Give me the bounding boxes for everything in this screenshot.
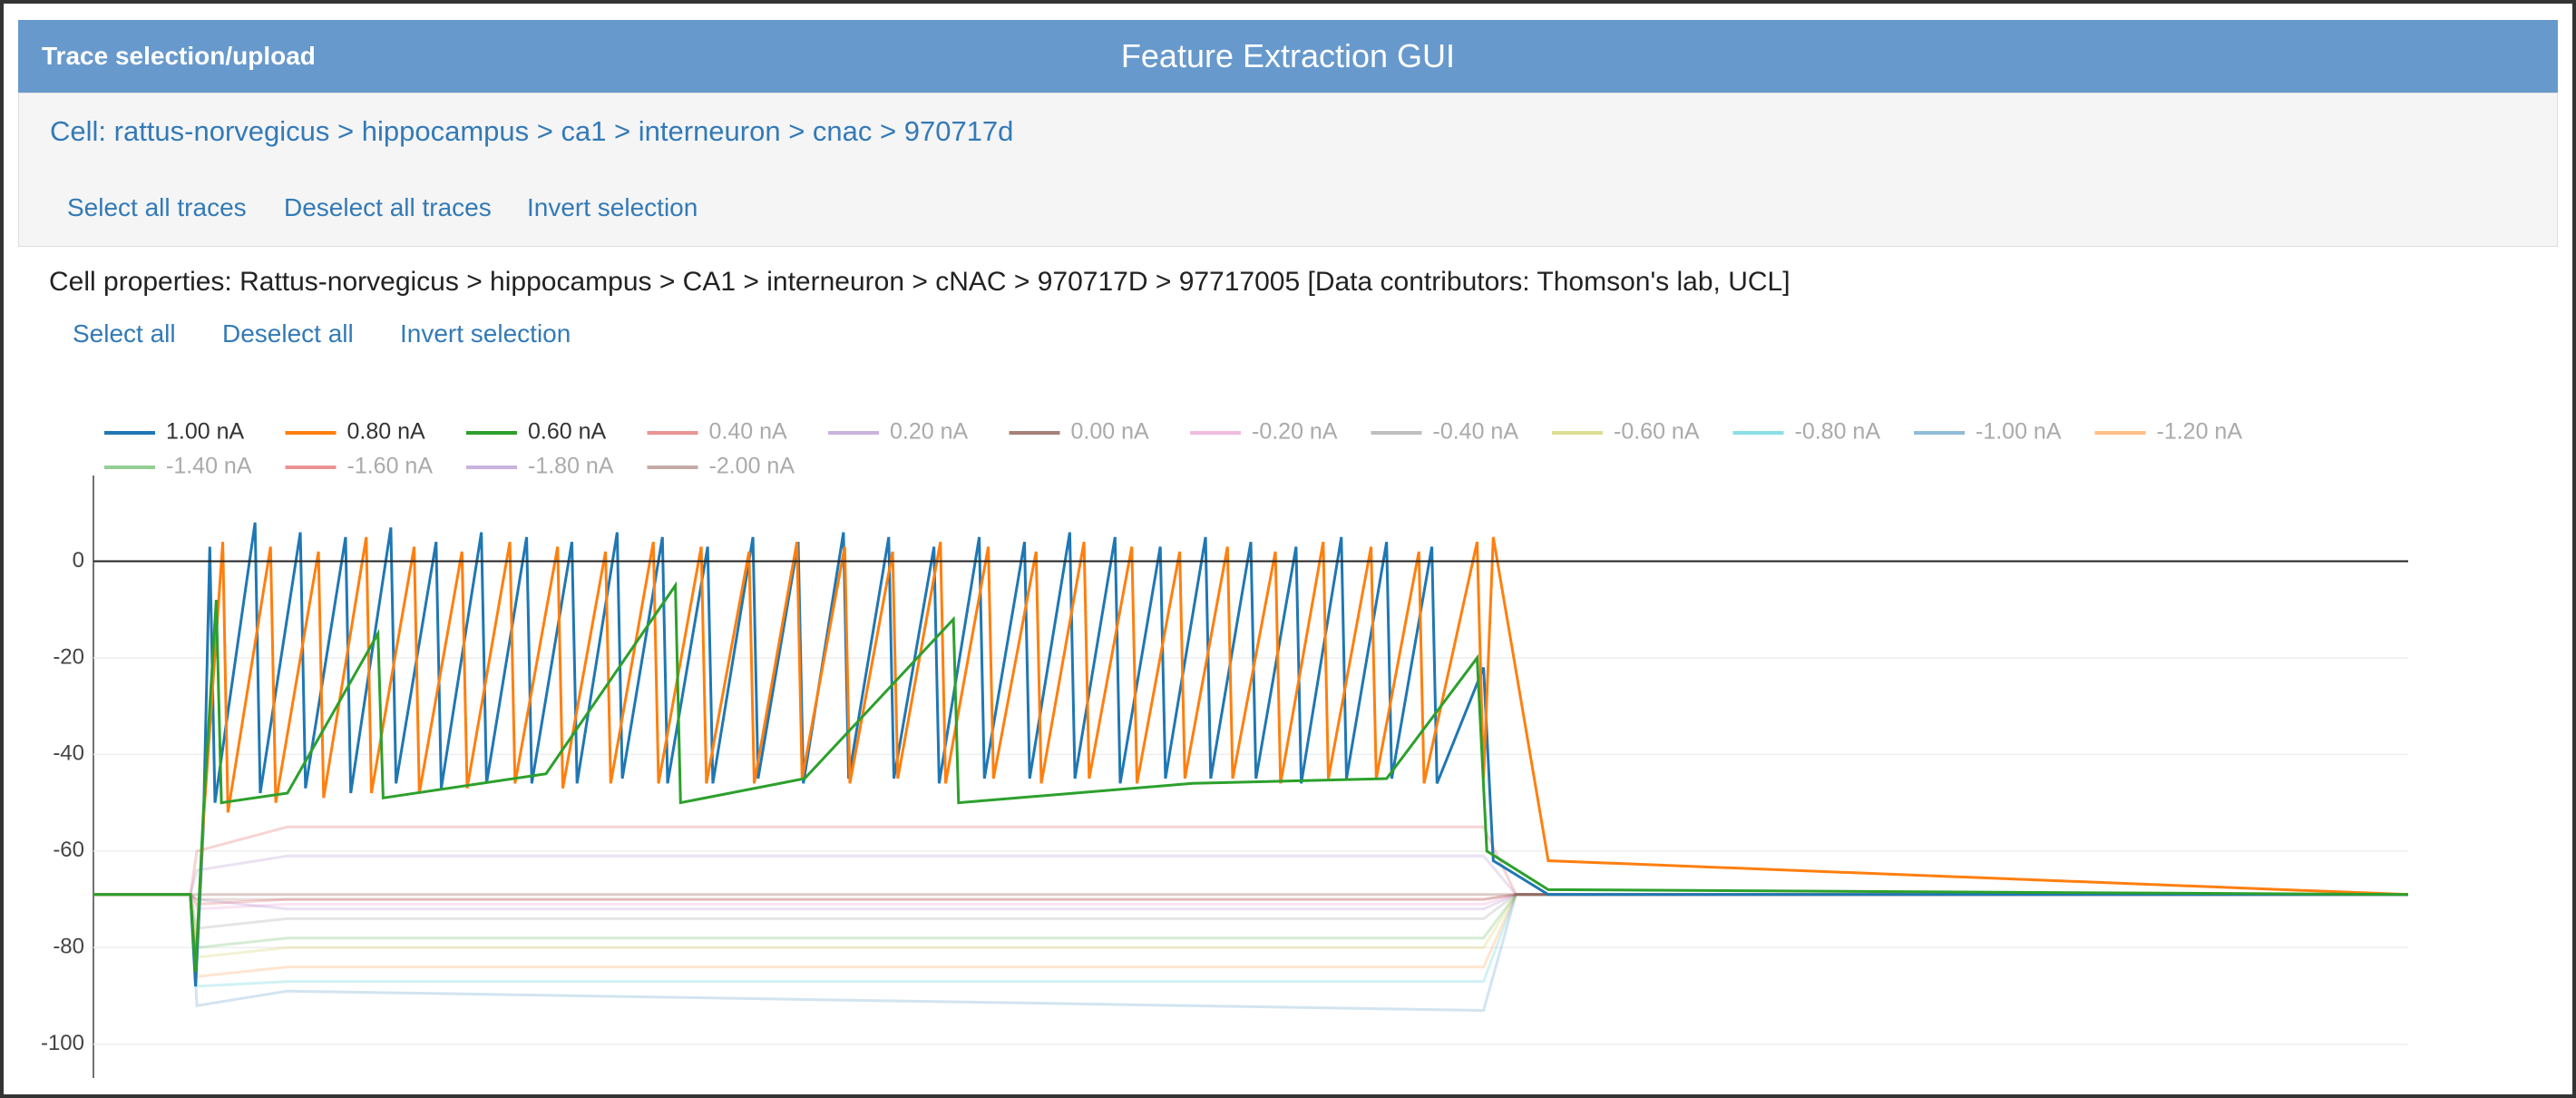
app-title: Feature Extraction GUI [1120,37,1456,74]
y-tick-label: -80 [53,935,84,959]
cell-properties: Cell properties: Rattus-norvegicus > hip… [49,267,1791,297]
y-tick-label: 0 [73,548,84,573]
breadcrumb[interactable]: Cell: rattus-norvegicus > hippocampus > … [50,115,1014,147]
legend-label[interactable]: -1.40 nA [166,454,252,479]
y-tick-label: -40 [53,741,84,766]
legend-label[interactable]: -0.80 nA [1795,419,1881,445]
legend-label[interactable]: 1.00 nA [166,419,245,445]
trace [93,893,2408,911]
trace [93,536,2408,967]
legend-label[interactable]: 0.00 nA [1071,419,1150,445]
legend-label[interactable]: -1.00 nA [1976,419,2062,445]
legend-label[interactable]: 0.40 nA [709,419,788,445]
nav-link[interactable]: Trace selection/upload [42,42,316,70]
header: Trace selection/upload Feature Extractio… [18,20,2558,93]
select-all[interactable]: Select all [73,319,176,348]
legend-label[interactable]: -1.60 nA [347,454,434,479]
trace [93,825,2408,897]
deselect-all-traces[interactable]: Deselect all traces [284,193,492,221]
trace-panel: Cell: rattus-norvegicus > hippocampus > … [18,93,2558,247]
trace [93,893,2408,911]
trace [93,893,2408,949]
y-tick-label: -20 [53,644,84,669]
plot-area [93,522,2408,1013]
legend-label[interactable]: -1.20 nA [2157,419,2243,445]
legend-label[interactable]: -0.20 nA [1252,419,1338,445]
legend-label[interactable]: 0.60 nA [528,419,607,445]
legend-label[interactable]: -0.40 nA [1433,419,1519,445]
legend-label[interactable]: 0.80 nA [347,419,426,445]
y-tick-label: -60 [53,838,84,862]
trace [93,893,2408,978]
y-tick-label: -100 [41,1031,84,1055]
legend-label[interactable]: -0.60 nA [1614,419,1700,445]
invert-selection[interactable]: Invert selection [527,193,698,221]
trace [93,581,2408,973]
invert-selection[interactable]: Invert selection [400,319,571,348]
select-all-traces[interactable]: Select all traces [67,193,247,221]
trace [93,893,2408,1013]
deselect-all[interactable]: Deselect all [222,319,354,348]
legend-label[interactable]: -1.80 nA [528,454,614,479]
trace [93,854,2408,897]
legend-label[interactable]: 0.20 nA [890,419,969,445]
legend-label[interactable]: -2.00 nA [709,454,795,479]
